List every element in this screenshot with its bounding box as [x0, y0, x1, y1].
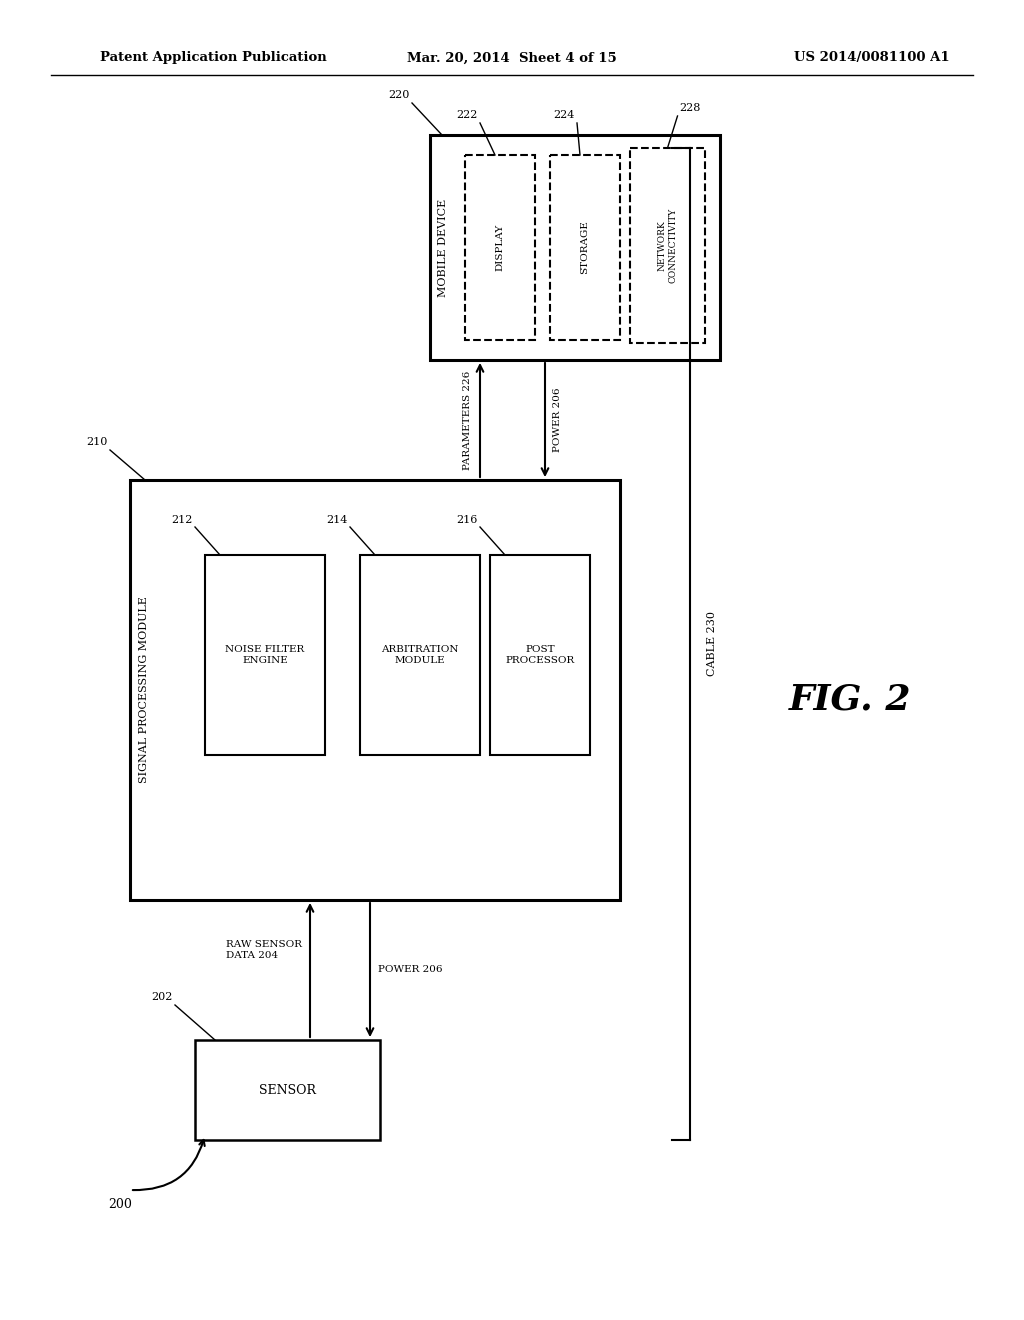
- Text: FIG. 2: FIG. 2: [788, 682, 911, 717]
- Text: NETWORK
CONNECTIVITY: NETWORK CONNECTIVITY: [657, 207, 677, 282]
- Text: RAW SENSOR
DATA 204: RAW SENSOR DATA 204: [226, 940, 302, 960]
- Bar: [130, 480, 620, 900]
- Text: US 2014/0081100 A1: US 2014/0081100 A1: [795, 51, 950, 65]
- Text: 222: 222: [457, 110, 478, 120]
- Bar: [550, 154, 620, 341]
- Text: DISPLAY: DISPLAY: [496, 224, 505, 271]
- Text: 216: 216: [457, 515, 478, 525]
- Text: POWER 206: POWER 206: [553, 388, 562, 453]
- Text: 212: 212: [172, 515, 193, 525]
- Text: 214: 214: [327, 515, 348, 525]
- Text: Patent Application Publication: Patent Application Publication: [100, 51, 327, 65]
- Text: ARBITRATION
MODULE: ARBITRATION MODULE: [381, 645, 459, 665]
- Bar: [205, 554, 325, 755]
- Bar: [430, 135, 720, 360]
- Text: POST
PROCESSOR: POST PROCESSOR: [506, 645, 574, 665]
- Text: STORAGE: STORAGE: [581, 220, 590, 275]
- Text: 210: 210: [87, 437, 108, 447]
- Text: NOISE FILTER
ENGINE: NOISE FILTER ENGINE: [225, 645, 304, 665]
- Bar: [490, 554, 590, 755]
- Text: SIGNAL PROCESSING MODULE: SIGNAL PROCESSING MODULE: [139, 597, 150, 784]
- Text: PARAMETERS 226: PARAMETERS 226: [463, 371, 472, 470]
- Text: 200: 200: [109, 1199, 132, 1212]
- Text: SENSOR: SENSOR: [259, 1084, 316, 1097]
- Bar: [630, 148, 705, 343]
- Bar: [195, 1040, 380, 1140]
- Text: MOBILE DEVICE: MOBILE DEVICE: [438, 198, 449, 297]
- Bar: [360, 554, 480, 755]
- Text: Mar. 20, 2014  Sheet 4 of 15: Mar. 20, 2014 Sheet 4 of 15: [408, 51, 616, 65]
- Text: CABLE 230: CABLE 230: [707, 611, 717, 676]
- Bar: [465, 154, 535, 341]
- Text: 224: 224: [554, 110, 575, 120]
- Text: POWER 206: POWER 206: [378, 965, 442, 974]
- Text: 202: 202: [152, 993, 173, 1002]
- Text: 220: 220: [389, 90, 410, 100]
- Text: 228: 228: [680, 103, 700, 114]
